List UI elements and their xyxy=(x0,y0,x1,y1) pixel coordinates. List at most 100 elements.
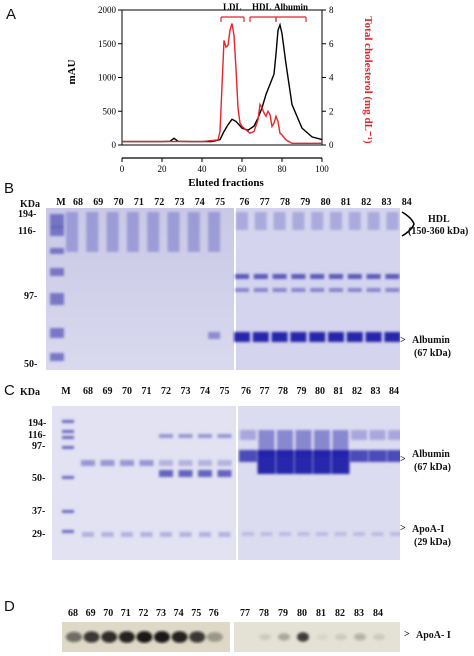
hdl-smear xyxy=(348,212,361,230)
panel-label-c: C xyxy=(4,382,15,399)
y-left-tick-label: 1500 xyxy=(98,39,117,49)
albumin-band xyxy=(208,332,221,339)
gel-c-unit: KDa xyxy=(20,387,40,398)
albumin-band xyxy=(346,332,363,342)
band-110 xyxy=(291,274,306,279)
band-60 xyxy=(159,460,173,466)
apoa-band xyxy=(316,532,328,536)
apoa-band xyxy=(101,532,114,537)
panel-label-d: D xyxy=(4,598,15,615)
albumin-band xyxy=(368,450,387,462)
gel-b-mw-50: 50- xyxy=(24,359,38,370)
marker-band xyxy=(62,420,74,423)
x-axis-label: Eluted fractions xyxy=(188,177,264,189)
band-90 xyxy=(235,288,249,292)
lane-label: 75 xyxy=(219,386,230,397)
lane-label: 81 xyxy=(333,386,344,397)
band-110 xyxy=(310,274,325,279)
apoa-blot-band xyxy=(335,633,347,641)
gel-c-mw-97: 97- xyxy=(32,441,46,452)
y-right-tick-label: 0 xyxy=(329,140,334,150)
band-60 xyxy=(217,460,232,466)
apoa-band xyxy=(334,532,347,536)
apoa-band xyxy=(179,532,192,537)
band-60 xyxy=(100,460,115,466)
lane-label: 74 xyxy=(173,608,184,619)
band-90 xyxy=(291,288,306,292)
marker-band xyxy=(50,226,64,236)
hdl-bracket xyxy=(249,16,277,22)
marker-band xyxy=(62,476,74,479)
blot-d-label: ApoA- I xyxy=(416,630,451,641)
x-tick-label: 20 xyxy=(158,164,168,174)
albumin-band xyxy=(271,332,288,342)
x-tick-label: 100 xyxy=(315,164,329,174)
band-110 xyxy=(253,274,268,279)
hdl-smear xyxy=(126,212,139,252)
x-tick-label: 60 xyxy=(238,164,248,174)
band-110 xyxy=(272,274,287,279)
albumin-band xyxy=(234,332,250,342)
marker-band xyxy=(50,293,64,305)
lane-label: 73 xyxy=(174,197,185,208)
apoa-band xyxy=(371,532,384,536)
x-tick-label: 40 xyxy=(198,164,208,174)
band-116 xyxy=(217,434,232,438)
band-90 xyxy=(385,288,400,292)
marker-band xyxy=(62,430,74,433)
y-right-tick-label: 4 xyxy=(329,73,334,83)
gel-c-albumin-size: (67 kDa) xyxy=(414,462,451,473)
band-90 xyxy=(347,288,362,292)
blot-d-arrow: > xyxy=(404,629,410,640)
lane-label: 80 xyxy=(315,386,325,397)
gel-b-mw-97: 97- xyxy=(24,291,38,302)
y-left-tick-label: 500 xyxy=(103,106,117,116)
lane-label: 69 xyxy=(93,197,104,208)
albumin-band xyxy=(252,332,269,342)
hdl-smear xyxy=(254,212,267,230)
y-left-tick-label: 2000 xyxy=(98,5,117,15)
gel-c-mw-116: 116- xyxy=(28,430,46,441)
lane-label: 78 xyxy=(278,386,288,397)
lane-label: 70 xyxy=(113,197,124,208)
band-60 xyxy=(198,460,212,466)
lane-label: 73 xyxy=(180,386,191,397)
y-left-tick-label: 0 xyxy=(112,140,117,150)
lane-label: 74 xyxy=(194,197,205,208)
hdl-brace xyxy=(401,211,415,237)
band-60 xyxy=(178,460,193,466)
gel-b-albumin-arrow: > xyxy=(400,335,406,346)
gel-c-mw-194: 194- xyxy=(28,418,47,429)
series-cholesterol-line xyxy=(122,23,322,145)
marker-band xyxy=(62,436,74,439)
apoa-blot-band xyxy=(118,631,135,643)
albumin-band xyxy=(387,450,400,462)
albumin-band xyxy=(276,450,294,474)
albumin-band xyxy=(290,332,307,342)
lane-label: 76 xyxy=(208,608,219,619)
apoa-blot-band xyxy=(297,632,309,642)
marker-band xyxy=(62,446,74,449)
upper-smear xyxy=(277,430,293,456)
lane-label: 74 xyxy=(200,386,210,397)
y-axis-right-label: Total cholesterol (mg dL⁻¹) xyxy=(362,16,374,144)
upper-smear xyxy=(351,430,367,440)
lane-label: 82 xyxy=(335,608,345,619)
hdl-smear xyxy=(147,212,160,252)
apoa-band xyxy=(140,532,153,537)
albumin-band xyxy=(331,450,350,474)
albumin-band xyxy=(313,450,331,474)
gel-c-mw-29: 29- xyxy=(32,529,46,540)
apoa-blot-band xyxy=(136,631,153,643)
gel-b-hdl-range: (150-360 kDa) xyxy=(408,226,469,237)
lane-label: 82 xyxy=(352,386,362,397)
apoa-blot-band xyxy=(66,631,82,643)
y-left-tick-label: 1000 xyxy=(98,73,117,83)
apoa-blot-band xyxy=(171,631,188,643)
band-116 xyxy=(178,434,193,438)
gel-c-mw-50: 50- xyxy=(32,473,46,484)
lane-label: 68 xyxy=(68,608,78,619)
apoa-blot-band xyxy=(354,633,366,641)
apoa-blot-band xyxy=(373,633,385,641)
lane-label: 83 xyxy=(354,608,364,619)
